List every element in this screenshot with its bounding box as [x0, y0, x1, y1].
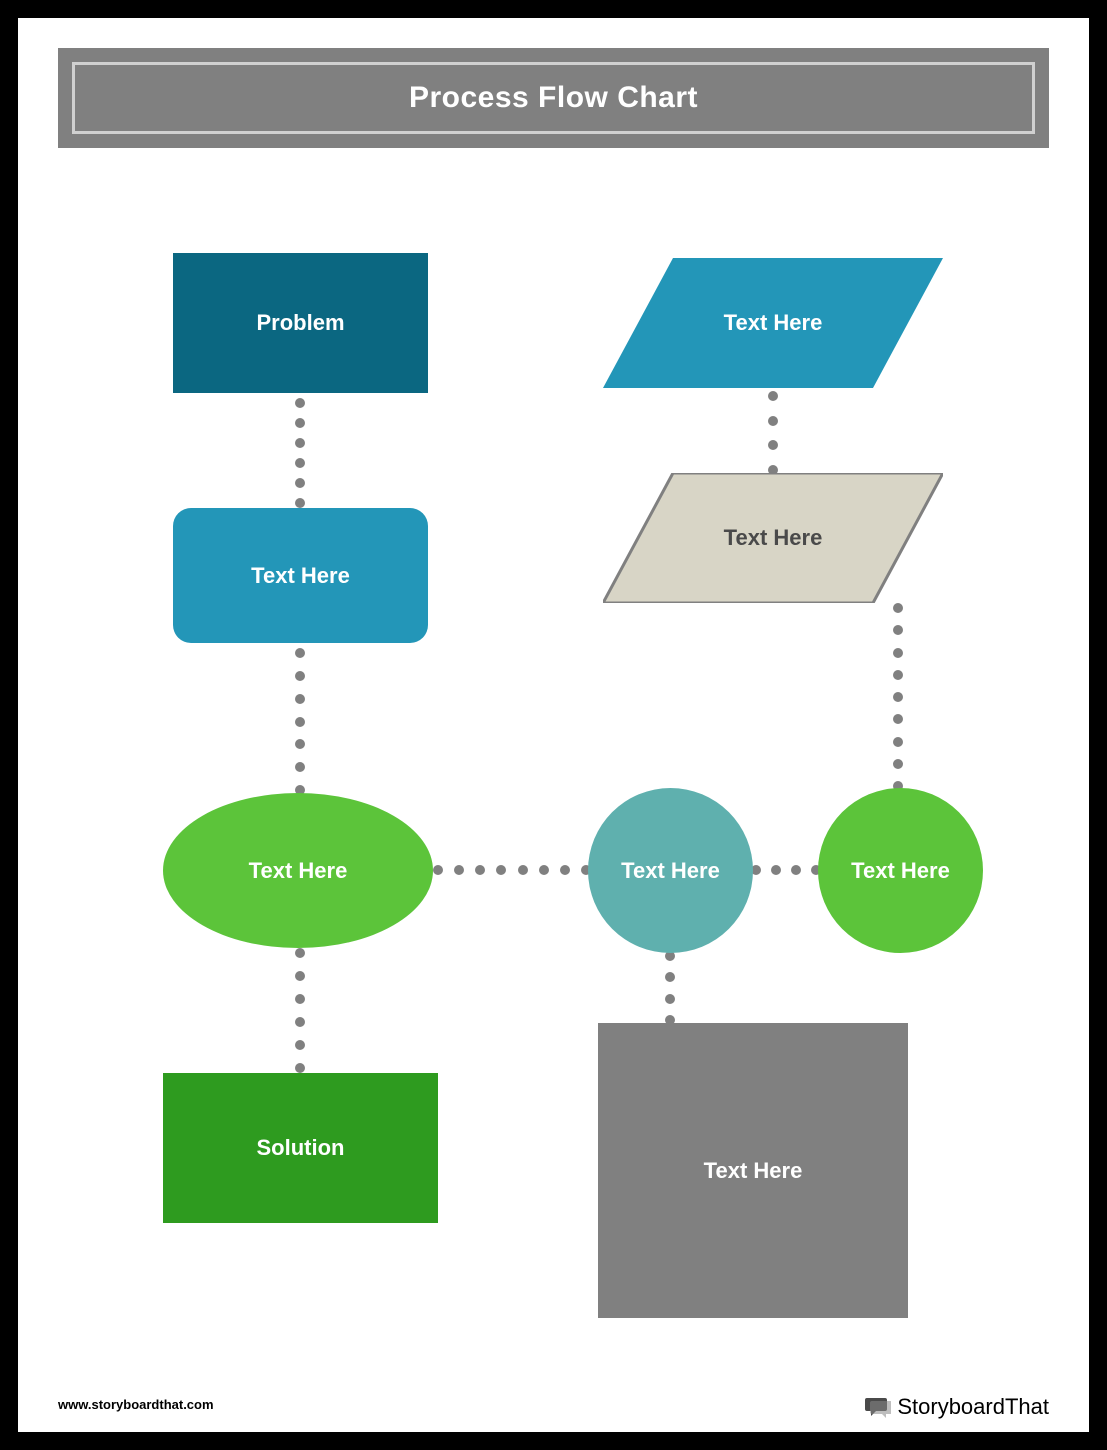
node-label: Solution	[257, 1135, 345, 1161]
node-circ1: Text Here	[588, 788, 753, 953]
node-label: Text Here	[724, 310, 823, 336]
connector-dot	[539, 865, 549, 875]
connector-dot	[893, 759, 903, 769]
connector-dot	[893, 692, 903, 702]
connector-dot	[893, 648, 903, 658]
connector-dot	[295, 1040, 305, 1050]
connector-dot	[768, 391, 778, 401]
connector-dot	[295, 438, 305, 448]
node-para2: Text Here	[603, 473, 943, 603]
node-left3: Text Here	[163, 793, 433, 948]
connector-dot	[665, 972, 675, 982]
page: Process Flow Chart ProblemText HereText …	[18, 18, 1089, 1432]
brand-prefix: Storyboard	[897, 1394, 1005, 1419]
connector-dot	[295, 671, 305, 681]
brand-text: StoryboardThat	[897, 1394, 1049, 1420]
node-left2: Text Here	[173, 508, 428, 643]
connector-dot	[295, 1017, 305, 1027]
connector-dot	[560, 865, 570, 875]
connector-dot	[768, 416, 778, 426]
node-label: Text Here	[851, 858, 950, 884]
node-label: Text Here	[704, 1158, 803, 1184]
connector-dot	[295, 458, 305, 468]
connector-dot	[295, 739, 305, 749]
connector-dot	[893, 625, 903, 635]
connector-dot	[665, 994, 675, 1004]
connector-dot	[791, 865, 801, 875]
node-solution: Solution	[163, 1073, 438, 1223]
connector-dot	[295, 762, 305, 772]
connector-dot	[295, 971, 305, 981]
connector-dot	[295, 717, 305, 727]
connector-dot	[771, 865, 781, 875]
node-para1: Text Here	[603, 258, 943, 388]
connector-dot	[295, 694, 305, 704]
connector-dot	[295, 994, 305, 1004]
node-label: Text Here	[724, 525, 823, 551]
connector-dot	[295, 418, 305, 428]
flowchart-canvas: Problem Text Here Text Here Solution Text He…	[18, 18, 1089, 1432]
node-big: Text Here	[598, 1023, 908, 1318]
connector-dot	[295, 398, 305, 408]
connector-dot	[518, 865, 528, 875]
node-circ2: Text Here	[818, 788, 983, 953]
connector-dot	[295, 948, 305, 958]
connector-dot	[295, 478, 305, 488]
node-label: Text Here	[621, 858, 720, 884]
connector-dot	[433, 865, 443, 875]
connector-dot	[295, 1063, 305, 1073]
node-problem: Problem	[173, 253, 428, 393]
connector-dot	[768, 440, 778, 450]
node-label: Text Here	[251, 563, 350, 589]
connector-dot	[295, 498, 305, 508]
node-label: Text Here	[249, 858, 348, 884]
connector-dot	[893, 737, 903, 747]
brand-suffix: That	[1005, 1394, 1049, 1419]
node-label: Problem	[256, 310, 344, 336]
footer-url: www.storyboardthat.com	[58, 1397, 214, 1412]
footer-brand: StoryboardThat	[865, 1394, 1049, 1420]
connector-dot	[475, 865, 485, 875]
connector-dot	[893, 714, 903, 724]
connector-dot	[893, 670, 903, 680]
connector-dot	[454, 865, 464, 875]
connector-dot	[496, 865, 506, 875]
connector-dot	[893, 603, 903, 613]
outer-frame: Process Flow Chart ProblemText HereText …	[0, 0, 1107, 1450]
connector-dot	[295, 648, 305, 658]
speech-bubble-icon	[865, 1396, 891, 1418]
